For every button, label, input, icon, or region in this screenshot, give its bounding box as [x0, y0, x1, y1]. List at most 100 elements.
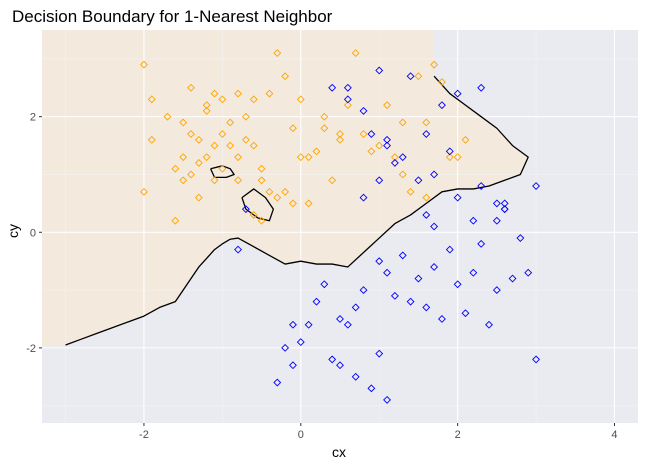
point-orange — [328, 176, 337, 185]
point-orange — [265, 89, 274, 98]
point-orange — [226, 118, 235, 127]
point-orange — [375, 141, 384, 150]
point-orange — [171, 164, 180, 173]
point-orange — [249, 141, 258, 150]
point-blue — [492, 199, 501, 208]
point-orange — [210, 176, 219, 185]
point-orange — [194, 158, 203, 167]
point-blue — [336, 315, 344, 323]
point-blue — [516, 234, 525, 242]
point-orange — [218, 164, 227, 173]
point-blue — [430, 170, 439, 179]
point-blue — [312, 297, 321, 306]
point-blue — [273, 378, 282, 387]
point-blue — [532, 182, 540, 190]
x-axis-title: cx — [332, 444, 346, 460]
x-tick-label: 4 — [611, 429, 617, 441]
point-orange — [202, 153, 211, 162]
point-blue — [375, 66, 384, 75]
point-orange — [336, 135, 344, 144]
point-blue — [477, 239, 486, 248]
point-blue — [508, 274, 517, 283]
plot-panel — [42, 30, 638, 423]
point-blue — [281, 343, 290, 352]
point-orange — [226, 141, 235, 150]
point-orange — [445, 153, 454, 162]
point-orange — [187, 83, 195, 92]
point-orange — [210, 141, 219, 150]
point-blue — [422, 303, 431, 312]
point-orange — [430, 60, 439, 69]
point-orange — [140, 60, 148, 69]
point-orange — [273, 49, 282, 58]
point-orange — [320, 112, 329, 121]
point-orange — [257, 176, 266, 185]
point-blue — [328, 83, 337, 92]
point-blue — [359, 106, 368, 115]
point-blue — [367, 384, 376, 393]
point-orange — [398, 118, 407, 127]
point-orange — [343, 101, 352, 110]
point-orange — [289, 199, 297, 208]
point-blue — [241, 205, 250, 214]
point-blue — [438, 101, 446, 110]
point-blue — [430, 263, 439, 271]
y-axis-title: cy — [5, 224, 21, 238]
point-orange — [210, 89, 219, 98]
y-tick-label: 2 — [30, 112, 36, 124]
point-blue — [414, 274, 423, 283]
y-tick-label: 0 — [30, 227, 36, 239]
point-blue — [351, 372, 360, 381]
point-blue — [343, 95, 352, 104]
point-orange — [140, 187, 148, 196]
point-orange — [249, 95, 258, 104]
x-tick-label: -2 — [139, 429, 149, 441]
point-orange — [390, 153, 399, 162]
point-orange — [249, 211, 258, 219]
point-orange — [304, 199, 313, 208]
point-orange — [257, 164, 266, 173]
point-blue — [383, 141, 391, 150]
decision-boundary-0 — [65, 75, 529, 346]
point-blue — [289, 320, 297, 329]
point-blue — [406, 72, 415, 81]
point-blue — [453, 280, 462, 289]
point-orange — [461, 135, 470, 144]
point-orange — [367, 147, 376, 156]
point-orange — [422, 118, 431, 127]
point-blue — [453, 89, 462, 98]
point-orange — [296, 95, 305, 104]
point-orange — [234, 176, 242, 185]
point-orange — [281, 72, 290, 81]
point-blue — [414, 176, 423, 185]
point-orange — [218, 95, 227, 104]
point-blue — [453, 193, 462, 202]
point-blue — [422, 130, 431, 138]
point-orange — [453, 153, 462, 162]
point-orange — [171, 216, 180, 225]
point-orange — [257, 216, 266, 225]
point-blue — [461, 309, 470, 318]
point-orange — [179, 176, 188, 185]
y-tick-label: -2 — [26, 343, 36, 355]
point-orange — [194, 193, 203, 202]
point-blue — [367, 130, 376, 138]
point-orange — [296, 153, 305, 162]
point-orange — [281, 187, 290, 196]
point-blue — [343, 83, 352, 92]
point-blue — [500, 205, 509, 214]
point-blue — [500, 199, 509, 208]
point-blue — [375, 257, 384, 266]
point-orange — [304, 153, 313, 162]
point-blue — [445, 147, 454, 156]
point-orange — [202, 101, 211, 110]
point-blue — [524, 268, 533, 277]
point-orange — [179, 153, 188, 162]
point-blue — [492, 216, 501, 225]
point-orange — [359, 130, 368, 138]
point-blue — [359, 286, 368, 295]
x-tick-label: 2 — [455, 429, 461, 441]
point-orange — [351, 49, 360, 58]
point-orange — [438, 78, 446, 86]
